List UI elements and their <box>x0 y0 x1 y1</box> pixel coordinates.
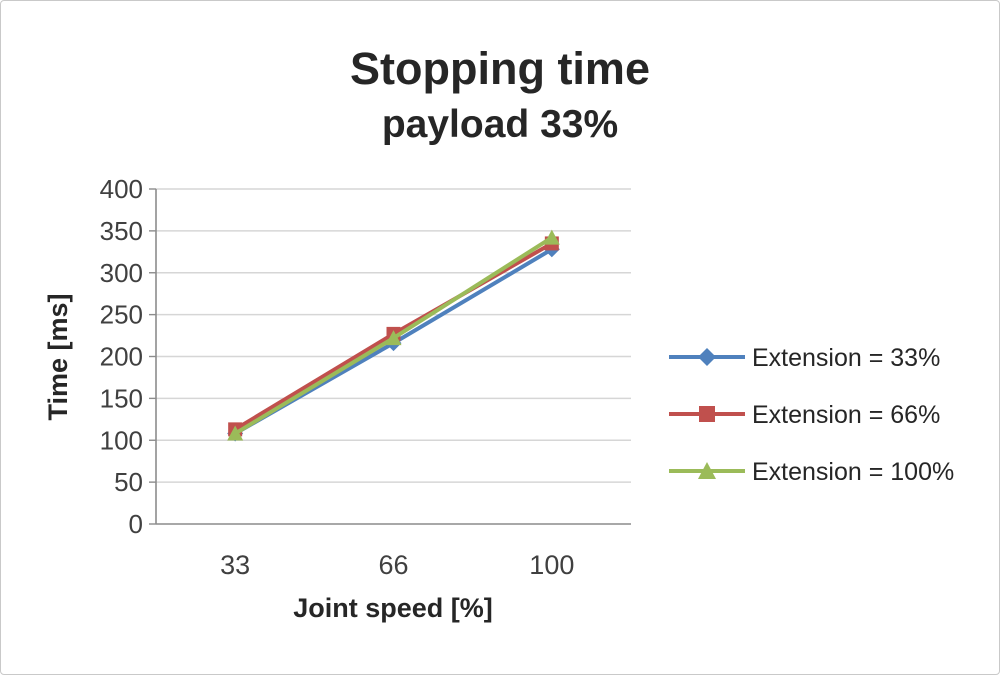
legend-item: Extension = 66% <box>669 401 940 429</box>
legend-item: Extension = 100% <box>669 458 954 486</box>
y-tick-label: 100 <box>100 425 143 455</box>
legend-marker <box>698 462 716 479</box>
y-tick-label: 250 <box>100 300 143 330</box>
triangle-marker <box>385 330 402 346</box>
x-axis-title: Joint speed [%] <box>293 593 493 623</box>
triangle-marker <box>543 229 560 245</box>
x-tick-label: 66 <box>378 550 408 580</box>
y-tick-label: 200 <box>100 342 143 372</box>
y-tick-label: 0 <box>129 509 143 539</box>
chart-title: Stopping time <box>350 43 650 94</box>
y-axis-title: Time [ms] <box>43 293 73 420</box>
y-tick-label: 400 <box>100 174 143 204</box>
y-tick-label: 300 <box>100 258 143 288</box>
chart-subtitle: payload 33% <box>382 103 618 146</box>
legend-label: Extension = 66% <box>752 401 940 429</box>
y-tick-label: 150 <box>100 383 143 413</box>
legend-marker <box>699 406 715 422</box>
x-tick-label: 100 <box>529 550 574 580</box>
legend-label: Extension = 100% <box>752 458 954 486</box>
legend-label: Extension = 33% <box>752 344 940 372</box>
y-tick-label: 50 <box>114 467 143 497</box>
legend: Extension = 33% Extension = 66% Extension … <box>669 344 954 486</box>
legend-item: Extension = 33% <box>669 344 940 372</box>
x-tick-label: 33 <box>220 550 250 580</box>
plot-area: 0 50 100 150 200 250 300 350 400 33 66 100 <box>100 174 631 580</box>
y-tick-label: 350 <box>100 216 143 246</box>
triangle-marker <box>227 425 244 441</box>
legend-marker <box>698 348 716 366</box>
